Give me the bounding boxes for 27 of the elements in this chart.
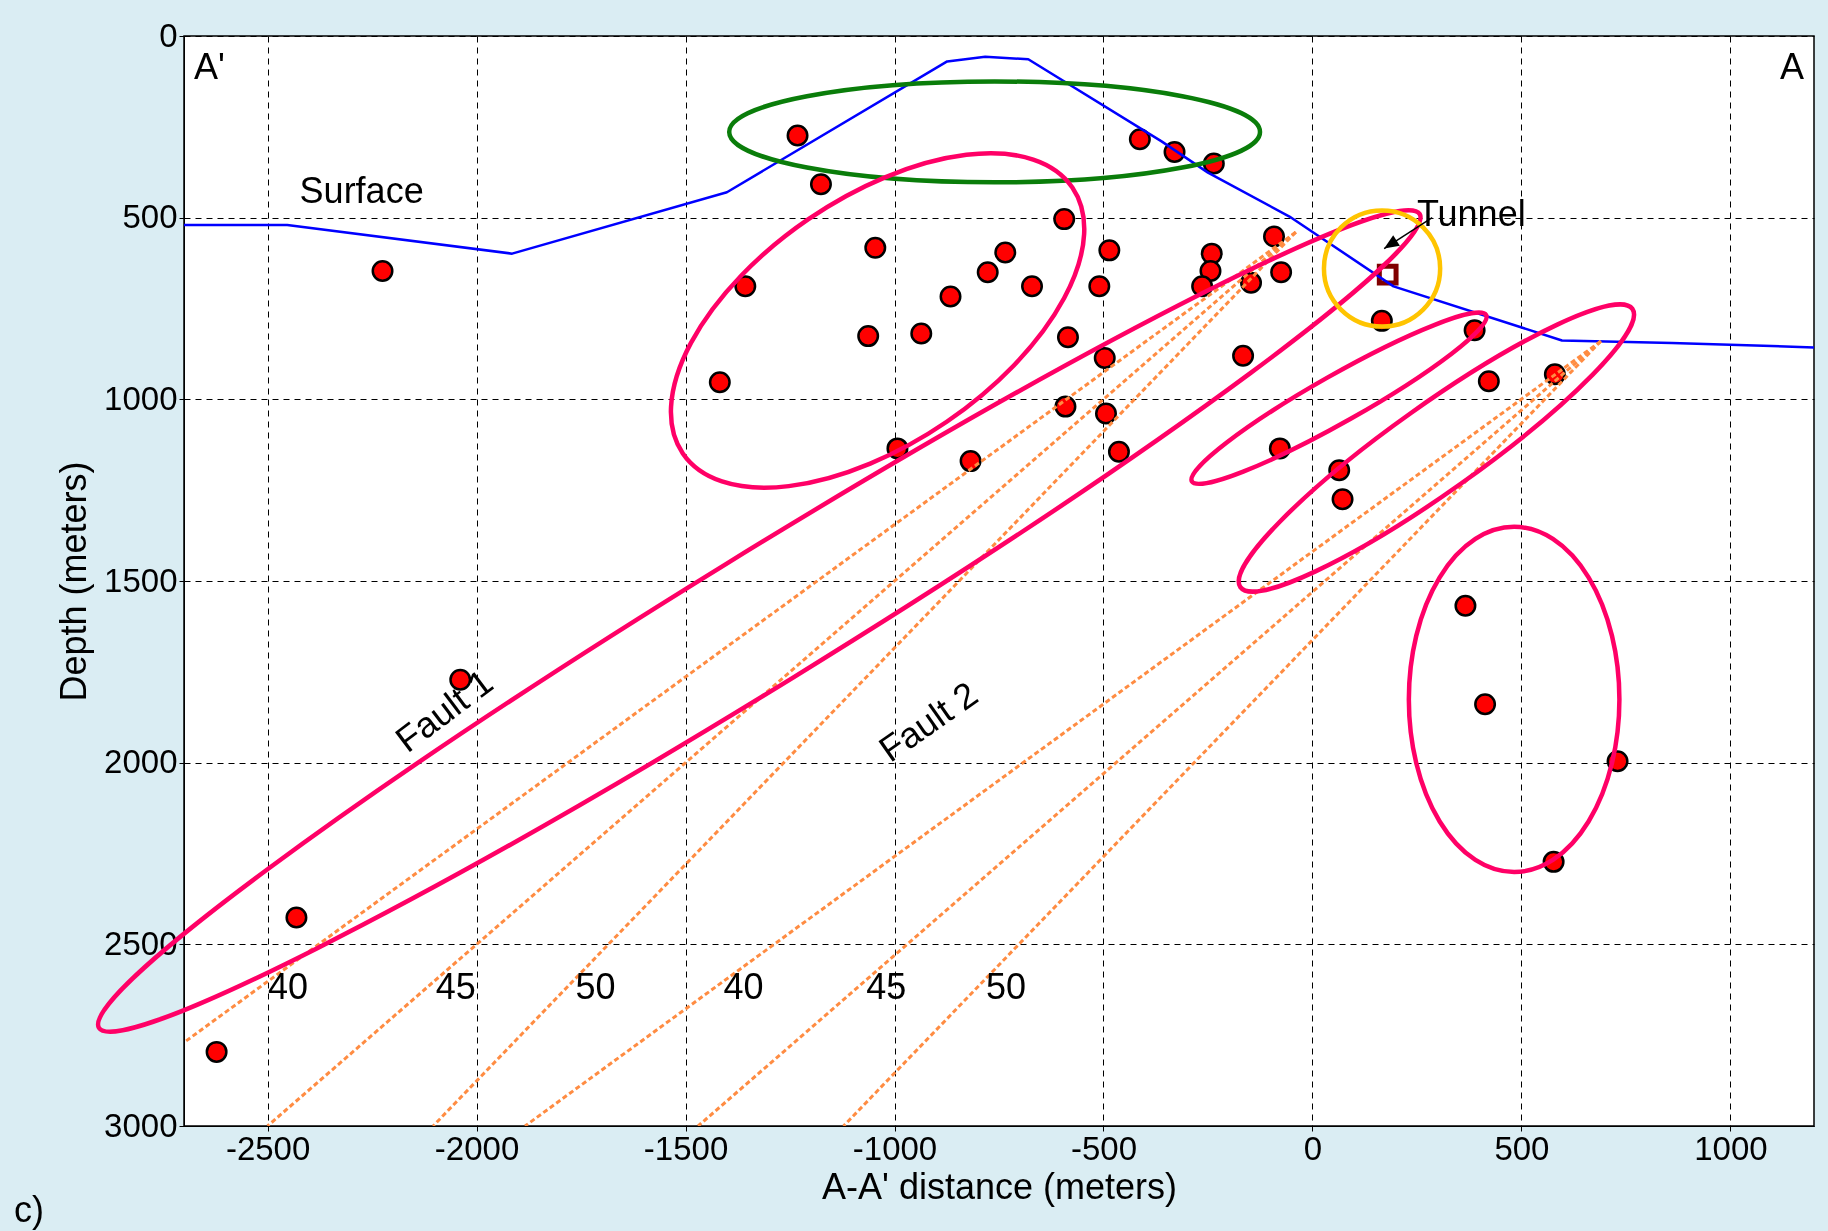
series-label: Surface [299,170,424,212]
annotation: A' [194,46,225,87]
series-label: 45 [866,965,907,1007]
y-tick-label: 2000 [104,743,178,781]
text: c) [14,1189,44,1230]
y-tick-label: 1500 [104,561,178,599]
x-axis-title: A-A' distance (meters) [822,1165,1177,1207]
x-tick-label: -1000 [852,1129,938,1167]
series-label: 50 [985,965,1027,1007]
series-label: Tunnel [1416,192,1526,234]
series-label: 40 [268,965,309,1007]
series-label: 40 [723,965,764,1007]
annotation: A [1779,46,1804,87]
y-tick-label: 1000 [104,379,178,417]
y-axis-title: Depth (meters) [53,461,95,702]
y-tick-label: 500 [122,198,178,236]
x-tick-label: -2000 [434,1129,520,1167]
y-tick-label: 3000 [104,1106,178,1144]
x-tick-label: 500 [1494,1129,1550,1167]
x-tick-label: 0 [1303,1129,1323,1167]
series-label: 50 [575,965,616,1007]
y-tick-label: 0 [159,16,178,54]
x-tick-label: -2500 [225,1129,311,1167]
series-label: 45 [435,965,476,1007]
x-tick-label: -500 [1070,1129,1138,1167]
x-tick-label: -1500 [643,1129,729,1167]
x-tick-label: 1000 [1694,1129,1768,1167]
